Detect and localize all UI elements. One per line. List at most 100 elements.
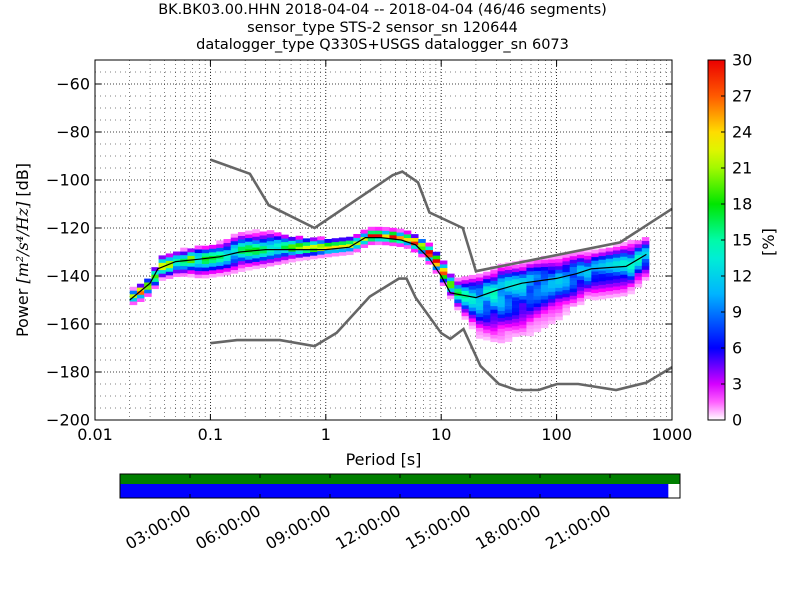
psd-cell — [129, 286, 138, 291]
psd-cell — [302, 238, 311, 243]
psd-cell — [209, 252, 217, 256]
psd-cell — [425, 253, 433, 258]
psd-cell — [389, 235, 397, 239]
coverage-time-label: 06:00:00 — [192, 501, 264, 553]
psd-cell — [396, 243, 405, 247]
psd-cell — [569, 284, 578, 289]
psd-cell — [475, 309, 484, 314]
psd-cell — [605, 276, 614, 281]
psd-cell — [627, 250, 635, 255]
psd-cell — [598, 248, 607, 253]
psd-cell — [454, 302, 462, 307]
psd-cell — [634, 243, 643, 248]
psd-cell — [497, 324, 506, 329]
psd-cell — [540, 266, 549, 271]
y-tick-label: −60 — [56, 75, 90, 94]
psd-cell — [454, 295, 462, 300]
psd-cell — [483, 278, 491, 283]
psd-cell — [540, 302, 549, 307]
psd-cell — [569, 270, 578, 275]
psd-cell — [447, 280, 455, 285]
psd-cell — [490, 334, 498, 339]
psd-cell — [266, 258, 275, 263]
psd-cell — [151, 285, 159, 290]
psd-cell — [338, 251, 347, 256]
grid — [95, 60, 672, 420]
psd-cell — [403, 234, 412, 239]
psd-cell — [562, 261, 571, 265]
psd-cell — [548, 255, 556, 260]
psd-cell — [216, 247, 224, 252]
psd-cell — [526, 332, 534, 337]
psd-cell — [490, 338, 498, 343]
psd-cell — [237, 264, 246, 269]
psd-cell — [367, 241, 376, 246]
psd-cell — [519, 324, 527, 329]
psd-cell — [634, 265, 643, 270]
psd-cell — [490, 287, 498, 292]
plot-frame — [94, 59, 673, 421]
psd-cell — [223, 249, 232, 254]
x-axis-label: Period [s] — [346, 450, 422, 469]
psd-cell — [281, 259, 289, 264]
psd-cell — [346, 236, 354, 241]
psd-cell — [237, 253, 246, 258]
psd-cell — [403, 237, 412, 242]
psd-cell — [620, 263, 628, 268]
psd-cell — [403, 241, 412, 246]
psd-cell — [418, 253, 426, 258]
psd-cell — [209, 248, 217, 253]
psd-cell — [266, 255, 275, 260]
psd-cell — [519, 284, 527, 289]
psd-cell — [259, 242, 268, 247]
psd-cell — [432, 258, 441, 263]
psd-cell — [605, 287, 614, 292]
psd-cell — [136, 290, 145, 295]
psd-cell — [591, 249, 599, 254]
x-axis-ticks: 0.01 0.1 1 10 100 1000 — [77, 60, 692, 444]
psd-cell — [612, 246, 621, 251]
psd-cell — [223, 257, 232, 261]
psd-cell — [598, 252, 607, 257]
psd-cell — [641, 237, 650, 242]
psd-cell — [526, 299, 534, 304]
coverage-time-label: 18:00:00 — [472, 501, 544, 553]
psd-cell — [497, 303, 506, 308]
psd-cell — [576, 301, 585, 306]
psd-cell — [324, 246, 332, 251]
psd-cell — [245, 266, 253, 271]
psd-cell — [641, 251, 650, 256]
psd-cell — [259, 235, 268, 240]
psd-cell — [533, 285, 542, 289]
psd-cell — [180, 251, 188, 256]
psd-cell — [620, 281, 628, 286]
psd-cell — [490, 295, 498, 299]
psd-cell — [584, 262, 592, 267]
psd-cell — [576, 276, 585, 280]
psd-cell — [627, 290, 635, 295]
psd-cell — [555, 294, 563, 299]
psd-cell — [194, 252, 203, 257]
psd-cell — [194, 267, 203, 272]
psd-cell — [548, 298, 556, 303]
psd-cell — [526, 274, 534, 279]
y-tick-label: −180 — [46, 363, 90, 382]
mode-line — [129, 237, 647, 301]
psd-cell — [512, 311, 520, 316]
psd-cell — [194, 256, 203, 261]
psd-cell — [612, 257, 621, 262]
psd-cell — [230, 240, 239, 245]
psd-cell — [288, 254, 296, 259]
psd-cell — [612, 289, 621, 294]
psd-cell — [396, 235, 405, 240]
psd-cell — [216, 240, 224, 245]
psd-cell — [540, 306, 549, 311]
psd-cell — [512, 279, 520, 283]
psd-cell — [151, 281, 159, 286]
psd-cell — [194, 270, 203, 275]
psd-cell — [461, 297, 470, 302]
data-coverage-bar: 03:00:0006:00:0009:00:0012:00:0015:00:00… — [119, 473, 681, 553]
psd-cell — [605, 254, 614, 259]
psd-cell — [468, 282, 477, 287]
psd-cell — [475, 327, 484, 332]
